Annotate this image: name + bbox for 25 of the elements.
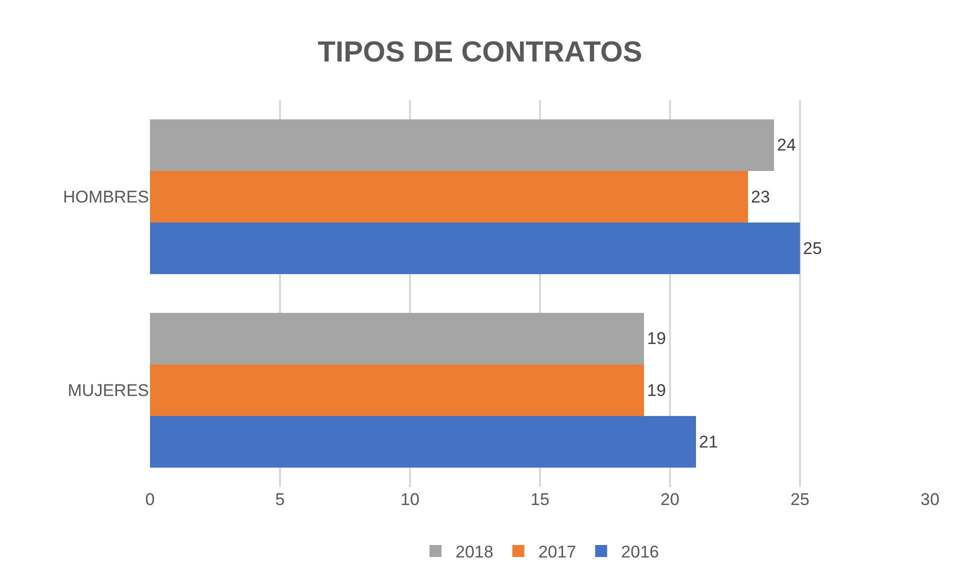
bar [150, 119, 774, 171]
data-label: 19 [647, 329, 666, 348]
y-tick-label: MUJERES [68, 381, 149, 400]
bar [150, 222, 800, 274]
y-tick-label: HOMBRES [63, 188, 149, 207]
bar [150, 416, 696, 468]
data-label: 21 [699, 432, 718, 452]
bar [150, 312, 644, 364]
data-label: 25 [803, 238, 822, 258]
x-tick-label: 20 [660, 490, 680, 509]
x-tick-label: 30 [920, 490, 940, 509]
x-tick-label: 0 [145, 490, 155, 509]
bar [150, 170, 748, 223]
x-tick-label: 5 [275, 490, 285, 509]
data-label: 24 [777, 136, 796, 155]
legend-label: 2016 [621, 542, 659, 562]
x-tick-label: 15 [530, 490, 550, 509]
legend-label: 2017 [538, 542, 576, 562]
legend-label: 2018 [456, 542, 494, 562]
chart-title: TIPOS DE CONTRATOS [318, 36, 642, 68]
bar [150, 364, 644, 416]
x-tick-label: 25 [790, 490, 810, 509]
data-label: 23 [751, 187, 770, 206]
x-tick-label: 10 [400, 490, 420, 509]
data-label: 19 [647, 380, 666, 400]
